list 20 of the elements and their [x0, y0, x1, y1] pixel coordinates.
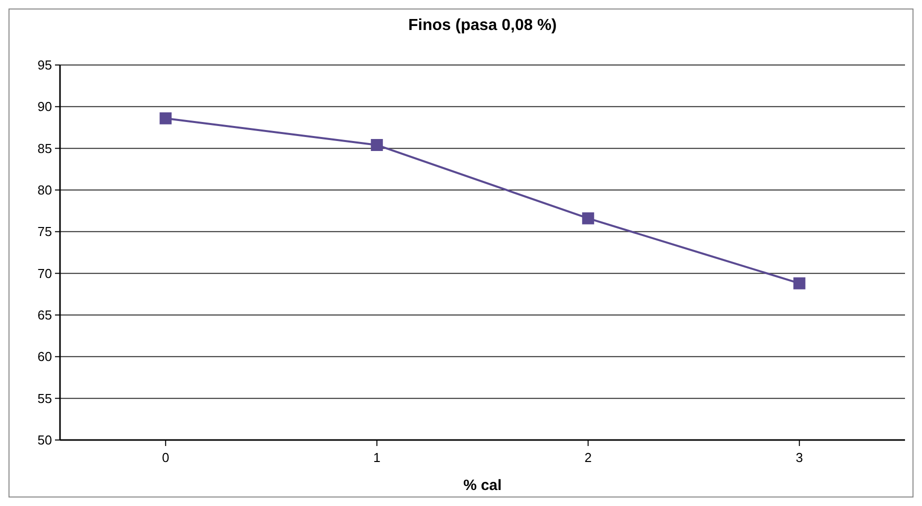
y-tick-label: 65	[38, 308, 52, 323]
y-tick-label: 60	[38, 349, 52, 364]
point	[160, 112, 172, 124]
point	[793, 277, 806, 290]
x-tick-label: 3	[796, 450, 803, 465]
point	[582, 212, 594, 224]
y-tick-label: 70	[38, 266, 52, 281]
y-tick-label: 95	[38, 58, 52, 73]
y-tick-label: 75	[38, 224, 52, 240]
y-tick-label: 50	[38, 432, 52, 448]
x-tick-label: 2	[584, 450, 592, 465]
x-tick-label: 0	[162, 450, 170, 465]
x-axis-title: % cal	[463, 477, 502, 494]
chart-title: Finos (pasa 0,08 %)	[408, 17, 557, 34]
y-tick-label: 80	[38, 182, 52, 198]
y-tick-label: 55	[38, 390, 52, 406]
point	[370, 139, 383, 151]
y-tick-label: 85	[38, 140, 52, 156]
y-tick-label: 90	[38, 99, 52, 114]
x-tick-label: 1	[373, 450, 380, 465]
